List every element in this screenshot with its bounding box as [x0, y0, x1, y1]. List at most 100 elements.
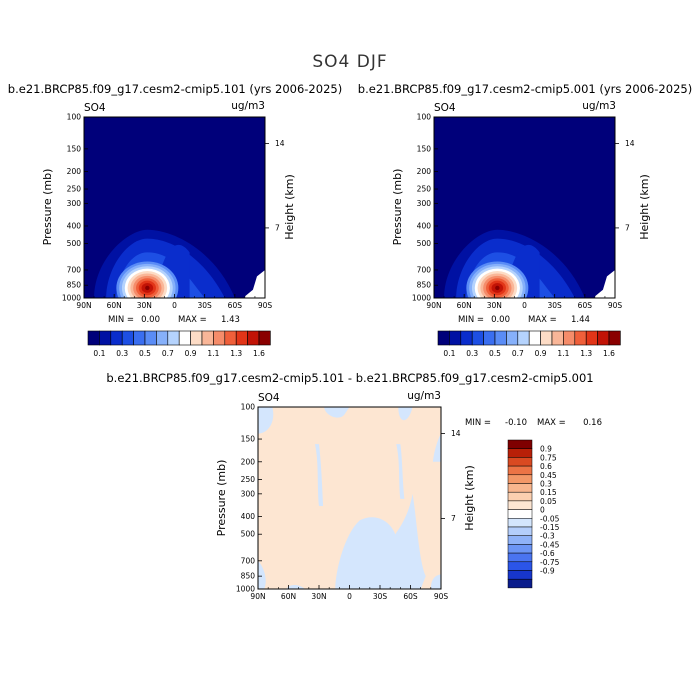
panel-b-ylabel: Pressure (mb) — [391, 169, 404, 246]
colorbar-swatch — [449, 330, 462, 346]
y-tick-label: 1000 — [236, 585, 255, 594]
colorbar-swatch — [471, 330, 484, 346]
colorbar-swatch — [110, 330, 123, 346]
colorbar-swatch — [437, 330, 450, 346]
x-tick-label: 30S — [548, 301, 563, 310]
panel-b-title: b.e21.BRCP85.f09_g17.cesm2-cmip5.001 (yr… — [358, 82, 692, 96]
y-tick-label: 250 — [241, 475, 256, 484]
negative-region-7 — [335, 493, 426, 589]
y-tick-label: 400 — [241, 512, 256, 521]
colorbar-label: 0.3 — [466, 349, 478, 358]
panel-a-title: b.e21.BRCP85.f09_g17.cesm2-cmip5.101 (yr… — [8, 82, 342, 96]
height-tick-label: 14 — [625, 139, 635, 148]
colorbar-label: 0.5 — [139, 349, 151, 358]
colorbar-swatch — [507, 552, 533, 563]
colorbar-label: 1.6 — [253, 349, 265, 358]
field-contours — [258, 407, 441, 589]
panel-b-colorbar: 0.1 0.3 0.5 0.7 0.9 1.1 1.3 1.6 — [437, 330, 621, 358]
colorbar-swatch — [224, 330, 237, 346]
colorbar-label: 1.6 — [603, 349, 615, 358]
panel-b-max-label: MAX = — [528, 315, 557, 325]
colorbar-swatch — [507, 439, 533, 449]
colorbar-label: 0.6 — [540, 462, 552, 471]
colorbar-swatch — [460, 330, 473, 346]
colorbar-label: 0.05 — [540, 497, 557, 506]
panel-b-ylabel-right: Height (km) — [638, 174, 651, 240]
negative-region-9 — [286, 585, 305, 589]
panel-b-min-label: MIN = — [458, 315, 484, 325]
colorbar-swatch — [517, 330, 530, 346]
x-tick-label: 90N — [426, 301, 441, 310]
colorbar-label: 0.3 — [116, 349, 128, 358]
peak-marker — [495, 285, 500, 291]
panel-c-min-value: -0.10 — [505, 418, 527, 428]
negative-region-3 — [398, 407, 413, 421]
x-tick-label: 0 — [172, 301, 177, 310]
colorbar-swatch — [528, 330, 541, 346]
y-tick-label: 850 — [241, 572, 256, 581]
y-tick-label: 700 — [417, 265, 432, 274]
colorbar-label: 0.9 — [535, 349, 547, 358]
panel-b-max-value: 1.44 — [571, 315, 590, 325]
panel-b-min-value: 0.00 — [491, 315, 510, 325]
height-tick-label: 7 — [625, 223, 630, 232]
colorbar-swatch — [608, 330, 621, 346]
y-tick-label: 400 — [67, 221, 82, 230]
colorbar-label: 1.1 — [207, 349, 219, 358]
colorbar-label: 0.1 — [443, 349, 455, 358]
y-tick-label: 500 — [67, 239, 82, 248]
colorbar-label: 1.3 — [230, 349, 242, 358]
colorbar-label: 0.1 — [93, 349, 105, 358]
y-tick-label: 850 — [417, 281, 432, 290]
colorbar-label: 1.3 — [580, 349, 592, 358]
panel-a-min-label: MIN = — [108, 315, 134, 325]
colorbar-swatch — [507, 544, 533, 554]
colorbar-swatch — [507, 526, 533, 536]
colorbar-swatch — [507, 483, 533, 493]
colorbar-label: 0.5 — [489, 349, 501, 358]
colorbar-swatch — [507, 518, 533, 528]
panel-c-title: b.e21.BRCP85.f09_g17.cesm2-cmip5.101 - b… — [106, 371, 593, 385]
panel-a: b.e21.BRCP85.f09_g17.cesm2-cmip5.101 (yr… — [8, 82, 342, 358]
y-tick-label: 500 — [241, 530, 256, 539]
colorbar-swatch — [574, 330, 587, 346]
colorbar-label: -0.6 — [540, 549, 555, 558]
x-tick-label: 90N — [250, 592, 265, 601]
colorbar-swatch — [133, 330, 146, 346]
colorbar-swatch — [144, 330, 157, 346]
colorbar-swatch — [540, 330, 553, 346]
panel-b-variable: SO4 — [434, 102, 456, 114]
y-tick-label: 250 — [417, 185, 432, 194]
panel-c-max-label: MAX = — [537, 418, 566, 428]
y-tick-label: 300 — [241, 489, 256, 498]
colorbar-swatch — [563, 330, 576, 346]
colorbar-swatch — [99, 330, 112, 346]
panel-a-ylabel: Pressure (mb) — [41, 169, 54, 246]
height-tick-label: 7 — [451, 514, 456, 523]
panel-b: b.e21.BRCP85.f09_g17.cesm2-cmip5.001 (yr… — [358, 82, 692, 358]
x-tick-label: 30N — [311, 592, 326, 601]
colorbar-swatch — [483, 330, 496, 346]
y-tick-label: 1000 — [62, 294, 81, 303]
y-tick-label: 250 — [67, 185, 82, 194]
negative-region-6 — [396, 444, 405, 499]
negative-region-2 — [324, 407, 350, 418]
panel-a-max-value: 1.43 — [221, 315, 240, 325]
colorbar-label: 0.9 — [540, 445, 552, 454]
panel-c-ylabel: Pressure (mb) — [215, 460, 228, 537]
colorbar-label: -0.05 — [540, 514, 560, 523]
colorbar-label: 0.7 — [512, 349, 524, 358]
y-tick-label: 700 — [241, 556, 256, 565]
y-tick-label: 200 — [67, 167, 82, 176]
colorbar-swatch — [258, 330, 271, 346]
colorbar-label: 0.9 — [185, 349, 197, 358]
panel-a-ylabel-right: Height (km) — [283, 174, 296, 240]
x-tick-label: 0 — [347, 592, 352, 601]
colorbar-swatch — [507, 570, 533, 580]
colorbar-swatch — [506, 330, 519, 346]
colorbar-swatch — [156, 330, 169, 346]
colorbar-label: 0.7 — [162, 349, 174, 358]
colorbar-label: -0.75 — [540, 558, 560, 567]
panel-c-variable: SO4 — [258, 392, 280, 404]
panel-a-max-label: MAX = — [178, 315, 207, 325]
